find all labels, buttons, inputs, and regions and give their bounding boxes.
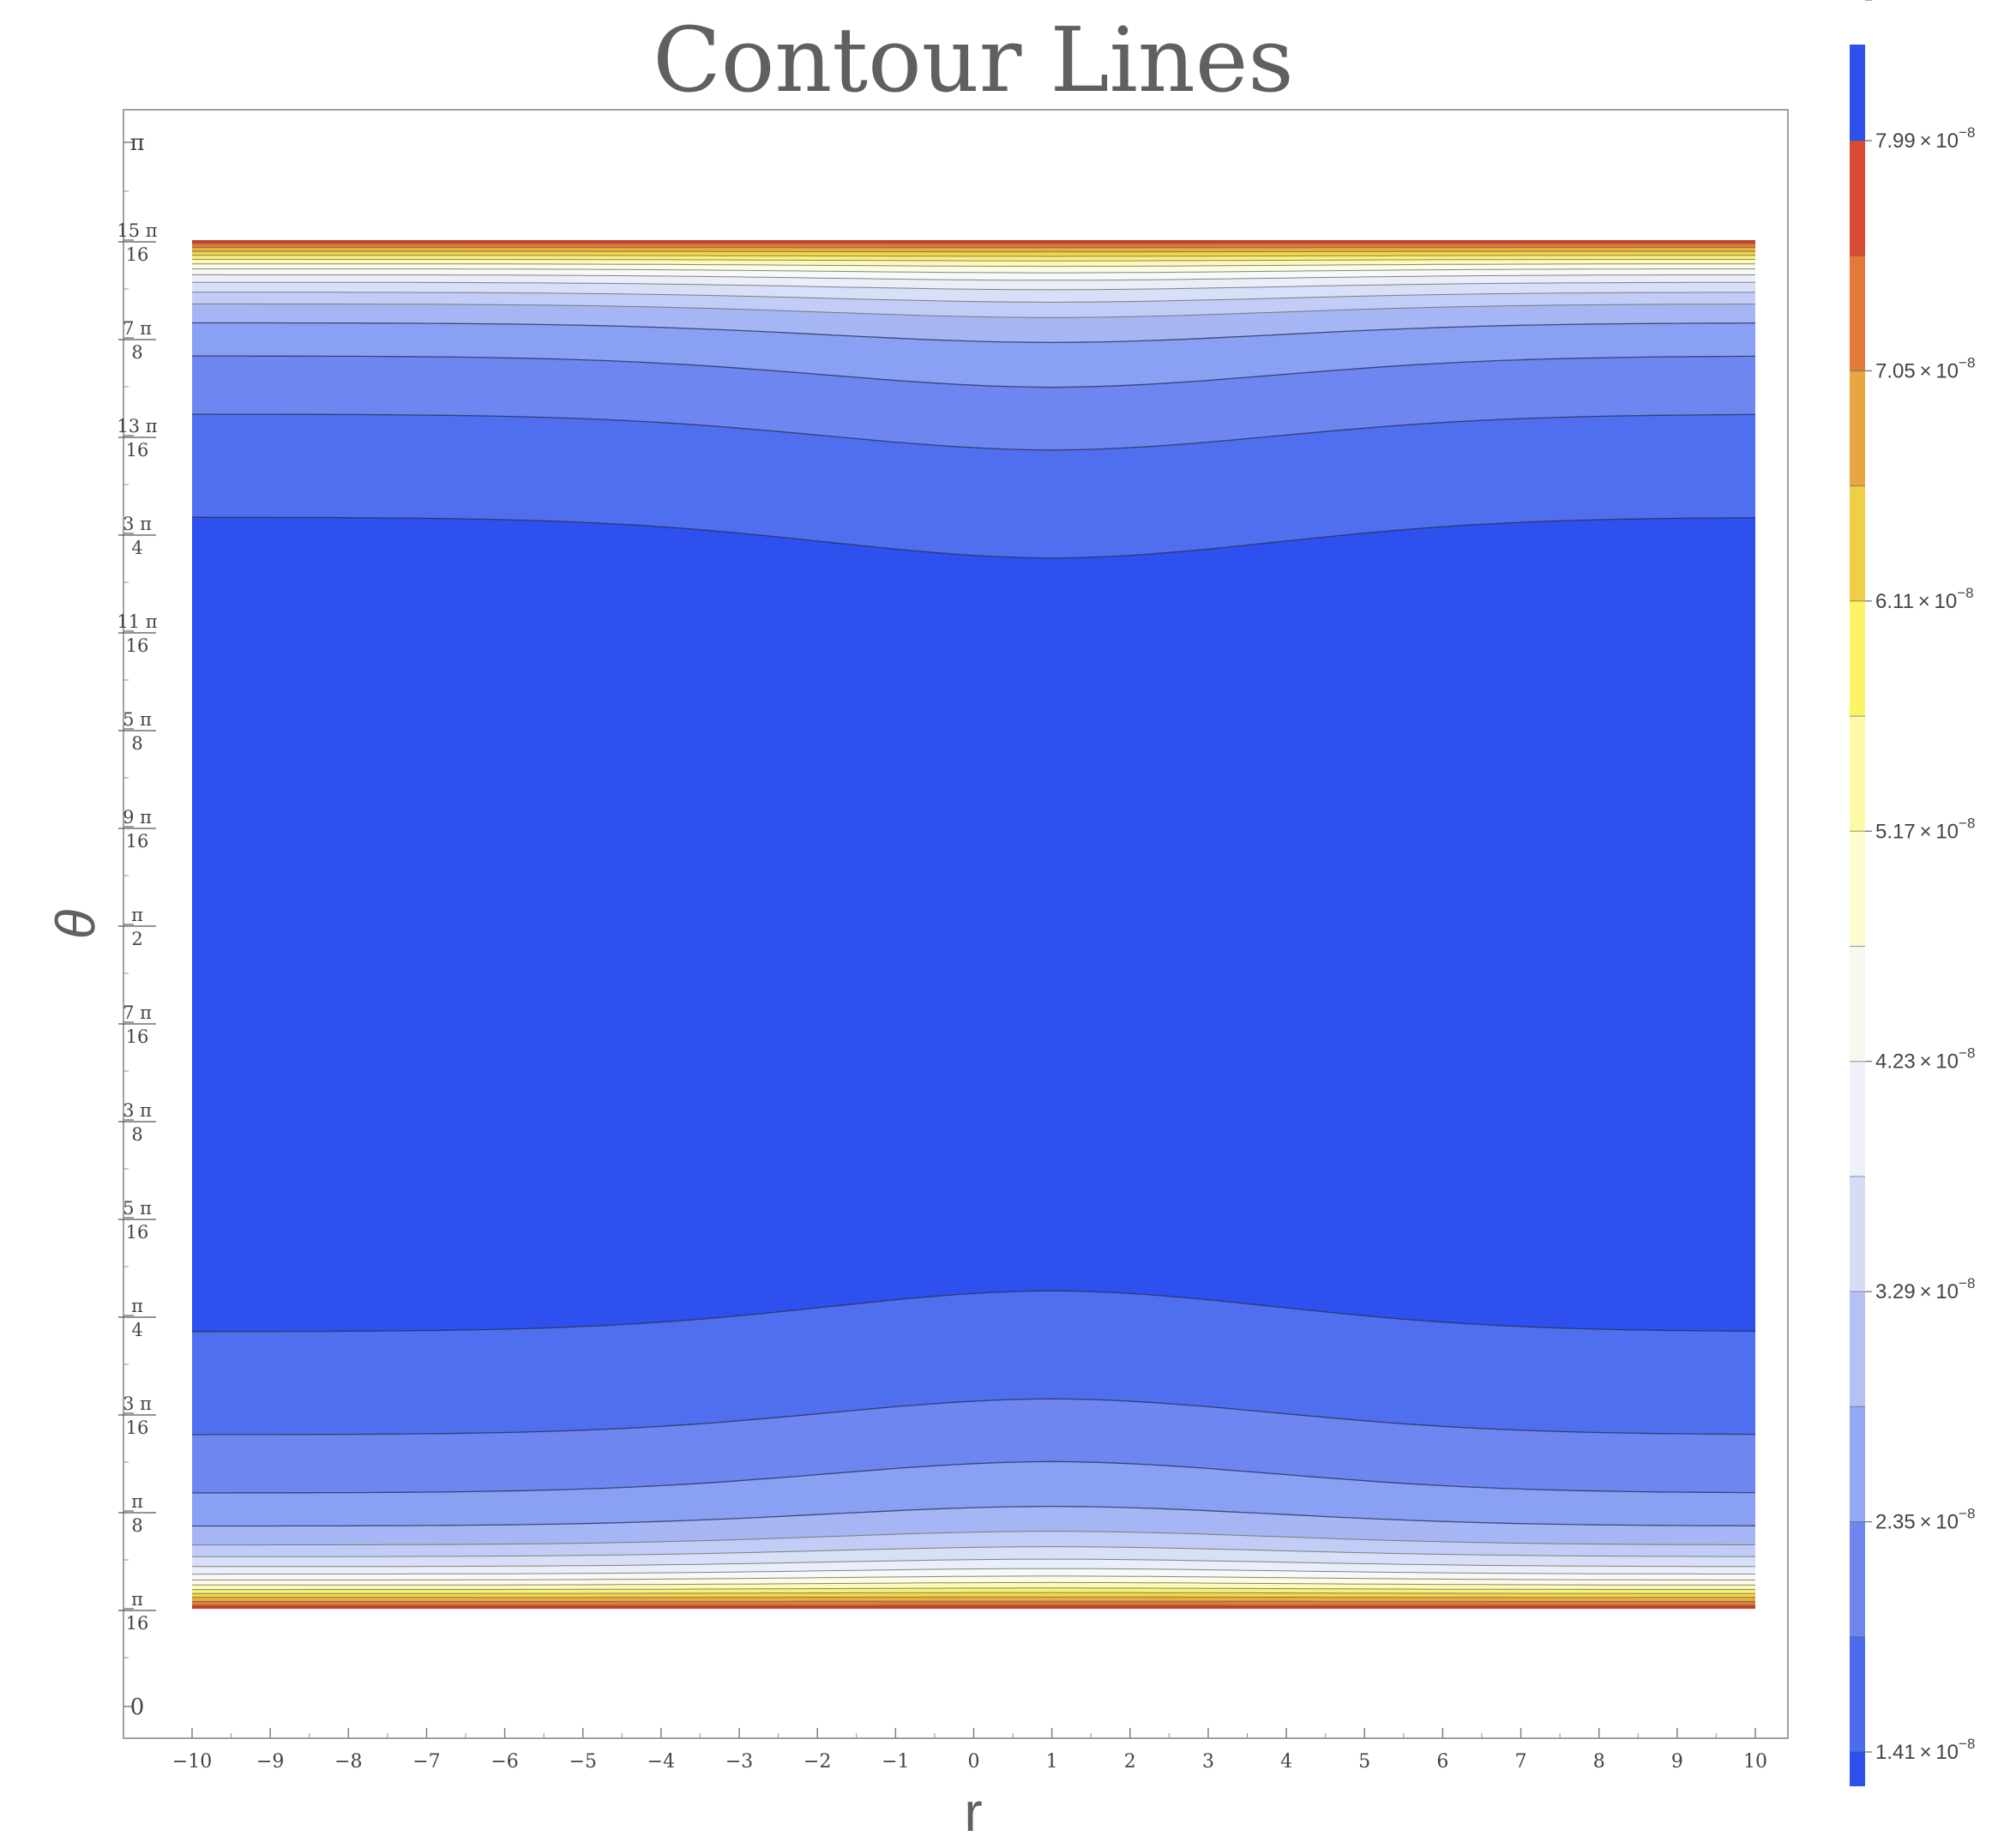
colorbar-segment <box>1850 831 1865 946</box>
colorbar-segment <box>1850 256 1865 370</box>
colorbar-segment <box>1850 1637 1865 1752</box>
colorbar-segment <box>1850 1291 1865 1406</box>
y-tick-denominator: 4 <box>131 1320 142 1340</box>
colorbar-label: 4.23 × 10−8 <box>1875 1045 1975 1074</box>
chart-title: Contour Lines <box>653 8 1294 112</box>
x-tick-label: −1 <box>882 1751 909 1773</box>
x-tick-label: 4 <box>1280 1751 1292 1773</box>
y-tick-denominator: 16 <box>126 440 149 460</box>
colorbar-segment <box>1850 486 1865 601</box>
colorbar-label: 7.99 × 10−8 <box>1875 124 1975 153</box>
colorbar-segment <box>1850 716 1865 831</box>
y-tick-numerator: 5 π <box>123 1198 152 1219</box>
colorbar-label: 7.05 × 10−8 <box>1875 354 1975 382</box>
y-tick-label: 0 <box>130 1695 145 1720</box>
y-tick-numerator: π <box>131 905 143 925</box>
y-tick-denominator: 16 <box>126 244 149 265</box>
x-tick-label: −10 <box>172 1751 212 1773</box>
y-tick-denominator: 8 <box>131 1124 142 1145</box>
contour-line <box>192 251 1755 252</box>
colorbar-label: 1.41 × 10−8 <box>1875 1736 1975 1764</box>
colorbar: 7.99 × 10−8 7.05 × 10−8 6.11 × 10−8 5.17 × … <box>1850 0 1975 1786</box>
y-tick-denominator: 4 <box>131 538 142 558</box>
x-tick-label: 8 <box>1593 1751 1605 1773</box>
colorbar-segment <box>1850 947 1865 1062</box>
y-tick-numerator: 9 π <box>123 807 152 828</box>
x-tick-label: 10 <box>1743 1751 1767 1773</box>
y-tick-numerator: 3 π <box>123 1394 152 1414</box>
y-tick-denominator: 16 <box>126 1613 149 1634</box>
colorbar-segment <box>1850 601 1865 716</box>
x-tick-label: 2 <box>1124 1751 1136 1773</box>
x-tick-label: −3 <box>725 1751 753 1773</box>
y-tick-numerator: 15 π <box>117 220 157 241</box>
y-tick-denominator: 16 <box>126 1222 149 1243</box>
colorbar-segment <box>1850 1522 1865 1637</box>
x-tick-label: −4 <box>647 1751 675 1773</box>
x-tick-label: −7 <box>412 1751 440 1773</box>
colorbar-label: 2.35 × 10−8 <box>1875 1506 1975 1534</box>
x-tick-label: −8 <box>334 1751 362 1773</box>
y-tick-label: π <box>129 130 144 156</box>
colorbar-segment <box>1850 1177 1865 1291</box>
x-axis-label: r <box>964 1781 982 1843</box>
y-tick-denominator: 16 <box>126 831 149 852</box>
x-tick-label: 9 <box>1671 1751 1683 1773</box>
y-tick-numerator: 5 π <box>123 709 152 730</box>
y-tick-numerator: 7 π <box>123 318 152 339</box>
y-axis-label: θ <box>45 909 106 939</box>
x-tick-label: −6 <box>490 1751 518 1773</box>
colorbar-segment <box>1850 1406 1865 1521</box>
x-tick-label: 0 <box>968 1751 980 1773</box>
colorbar-label: 6.11 × 10−8 <box>1875 585 1974 613</box>
colorbar-segment <box>1850 1752 1865 1786</box>
colorbar-segment <box>1850 1062 1865 1177</box>
colorbar-segment <box>1850 45 1865 141</box>
contour-bands <box>192 240 1755 1609</box>
y-tick-numerator: 7 π <box>123 1002 152 1023</box>
x-tick-label: 7 <box>1515 1751 1527 1773</box>
x-tick-label: 1 <box>1046 1751 1058 1773</box>
contour-band <box>192 517 1755 1332</box>
y-tick-numerator: π <box>131 1491 143 1512</box>
y-tick-numerator: 3 π <box>123 514 152 534</box>
x-tick-label: −9 <box>256 1751 284 1773</box>
y-tick-numerator: 11 π <box>117 611 157 632</box>
colorbar-segment <box>1850 141 1865 256</box>
y-tick-numerator: 3 π <box>123 1100 152 1121</box>
y-tick-denominator: 8 <box>131 1515 142 1536</box>
x-tick-label: −2 <box>803 1751 831 1773</box>
colorbar-label: 4.70 × 10−9 <box>1875 0 1975 5</box>
y-tick-numerator: 13 π <box>117 416 157 436</box>
y-tick-numerator: π <box>131 1589 143 1610</box>
y-tick-denominator: 16 <box>126 1418 149 1438</box>
y-tick-denominator: 8 <box>131 342 142 363</box>
x-tick-label: −5 <box>569 1751 597 1773</box>
colorbar-label: 3.29 × 10−8 <box>1875 1275 1975 1303</box>
y-tick-denominator: 2 <box>131 929 142 949</box>
y-tick-denominator: 8 <box>131 733 142 754</box>
x-tick-label: 6 <box>1436 1751 1448 1773</box>
y-tick-denominator: 16 <box>126 635 149 656</box>
x-tick-label: 3 <box>1202 1751 1214 1773</box>
x-tick-label: 5 <box>1358 1751 1370 1773</box>
colorbar-segment <box>1850 370 1865 485</box>
colorbar-label: 5.17 × 10−8 <box>1875 815 1975 843</box>
y-tick-denominator: 16 <box>126 1026 149 1047</box>
contour-line <box>192 1597 1755 1598</box>
y-tick-numerator: π <box>131 1296 143 1316</box>
